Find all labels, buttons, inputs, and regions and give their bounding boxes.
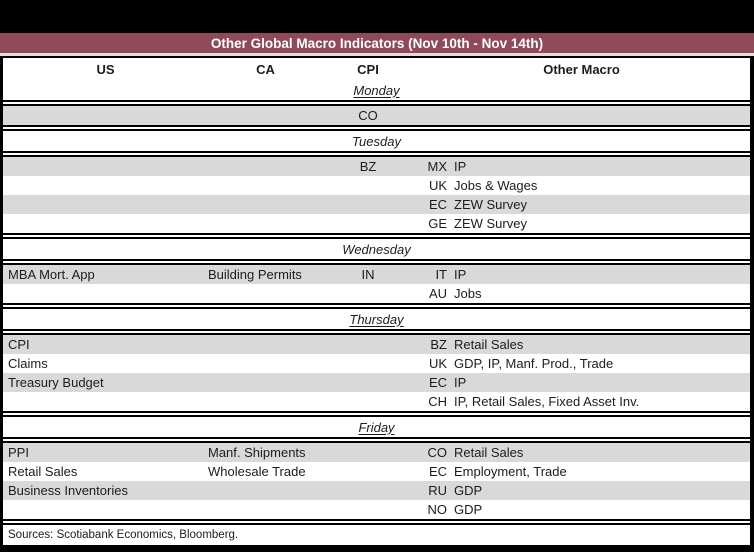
day-band-wednesday: Wednesday: [3, 237, 750, 261]
cell-country-code: GE: [428, 216, 447, 231]
cell-cpi: CO: [358, 108, 378, 123]
table-row: CO: [3, 106, 750, 125]
cell-country-code: UK: [428, 356, 447, 371]
day-header-friday: Friday: [3, 417, 750, 437]
table-row: BZ MX IP: [3, 157, 750, 176]
data-band-monday: CO: [3, 104, 750, 127]
cell-country-code: EC: [428, 197, 447, 212]
cell-country-code: EC: [428, 464, 447, 479]
data-band-wednesday: MBA Mort. App Building Permits IN IT IP AU Job…: [3, 263, 750, 305]
cell-country-code: IT: [435, 267, 447, 282]
cell-country-code: CO: [427, 445, 448, 460]
cell-us: Claims: [8, 356, 48, 371]
table-row: Retail Sales Wholesale Trade EC Employment,…: [3, 462, 750, 481]
table-row: CH IP, Retail Sales, Fixed Asset Inv.: [3, 392, 750, 411]
cell-country-code: NO: [427, 502, 448, 517]
day-header-monday: Monday: [3, 80, 750, 100]
day-header-wednesday: Wednesday: [3, 239, 750, 259]
macro-indicators-table: US CA CPI Other Macro Monday CO Tuesday BZ…: [0, 57, 754, 545]
table-row: UK Jobs & Wages: [3, 176, 750, 195]
table-title-bar: Other Global Macro Indicators (Nov 10th …: [0, 33, 754, 53]
cell-other-macro: GDP: [454, 502, 483, 517]
day-header-label: Tuesday: [352, 133, 401, 149]
cell-other-macro: Retail Sales: [454, 337, 524, 352]
table-row: Treasury Budget EC IP: [3, 373, 750, 392]
day-band-tuesday: Tuesday: [3, 129, 750, 153]
cell-other-macro: ZEW Survey: [454, 197, 527, 212]
cell-country-code: AU: [428, 286, 447, 301]
data-band-thursday: CPI BZ Retail Sales Claims UK GDP, IP, Manf. …: [3, 333, 750, 413]
column-header-row: US CA CPI Other Macro: [3, 58, 750, 80]
day-header-label: Thursday: [349, 311, 404, 327]
cell-other-macro: IP, Retail Sales, Fixed Asset Inv.: [454, 394, 640, 409]
cell-other-macro: Retail Sales: [454, 445, 524, 460]
cell-us: Treasury Budget: [8, 375, 104, 390]
cell-country-code: RU: [428, 483, 447, 498]
column-header-cpi: CPI: [357, 61, 379, 77]
column-header-other-macro: Other Macro: [543, 61, 620, 77]
cell-country-code: MX: [427, 159, 448, 174]
day-band-friday: Friday: [3, 415, 750, 439]
cell-cpi: IN: [361, 267, 375, 282]
data-band-friday: PPI Manf. Shipments CO Retail Sales Retail S…: [3, 441, 750, 521]
day-header-label: Friday: [358, 419, 395, 435]
cell-ca: Building Permits: [208, 267, 302, 282]
cell-country-code: BZ: [430, 337, 447, 352]
cell-us: Business Inventories: [8, 483, 128, 498]
cell-us: Retail Sales: [8, 464, 78, 479]
cell-other-macro: IP: [454, 375, 467, 390]
cell-other-macro: Employment, Trade: [454, 464, 567, 479]
table-body: CO Tuesday BZ MX IP UK Jobs & Wages EC ZEW Surve…: [3, 104, 750, 521]
table-row: MBA Mort. App Building Permits IN IT IP: [3, 265, 750, 284]
table-row: EC ZEW Survey: [3, 195, 750, 214]
data-band-tuesday: BZ MX IP UK Jobs & Wages EC ZEW Survey GE ZEW Su…: [3, 155, 750, 235]
title-underline-strip: [0, 53, 754, 56]
sources-band: Sources: Scotiabank Economics, Bloomberg…: [3, 523, 750, 545]
day-header-tuesday: Tuesday: [3, 131, 750, 151]
cell-us: MBA Mort. App: [8, 267, 95, 282]
cell-ca: Wholesale Trade: [208, 464, 306, 479]
cell-other-macro: IP: [454, 267, 467, 282]
header-band: US CA CPI Other Macro Monday: [3, 57, 750, 102]
day-band-thursday: Thursday: [3, 307, 750, 331]
table-row: Business Inventories RU GDP: [3, 481, 750, 500]
table-row: AU Jobs: [3, 284, 750, 303]
cell-us: CPI: [8, 337, 30, 352]
cell-country-code: EC: [428, 375, 447, 390]
cell-country-code: UK: [428, 178, 447, 193]
cell-other-macro: GDP: [454, 483, 483, 498]
day-header-thursday: Thursday: [3, 309, 750, 329]
cell-cpi: BZ: [359, 159, 377, 174]
table-row: GE ZEW Survey: [3, 214, 750, 233]
day-header-label: Monday: [353, 82, 400, 98]
cell-us: PPI: [8, 445, 29, 460]
day-header-label: Wednesday: [342, 241, 411, 257]
column-header-ca: CA: [256, 61, 275, 77]
cell-other-macro: IP: [454, 159, 467, 174]
table-row: PPI Manf. Shipments CO Retail Sales: [3, 443, 750, 462]
cell-country-code: CH: [428, 394, 447, 409]
cell-other-macro: Jobs & Wages: [454, 178, 538, 193]
table-title: Other Global Macro Indicators (Nov 10th …: [210, 35, 544, 51]
cell-other-macro: ZEW Survey: [454, 216, 527, 231]
cell-other-macro: GDP, IP, Manf. Prod., Trade: [454, 356, 614, 371]
cell-ca: Manf. Shipments: [208, 445, 306, 460]
table-row: NO GDP: [3, 500, 750, 519]
sources-note: Sources: Scotiabank Economics, Bloomberg…: [8, 529, 239, 541]
column-header-us: US: [96, 61, 115, 77]
cell-other-macro: Jobs: [454, 286, 482, 301]
table-row: CPI BZ Retail Sales: [3, 335, 750, 354]
table-row: Claims UK GDP, IP, Manf. Prod., Trade: [3, 354, 750, 373]
